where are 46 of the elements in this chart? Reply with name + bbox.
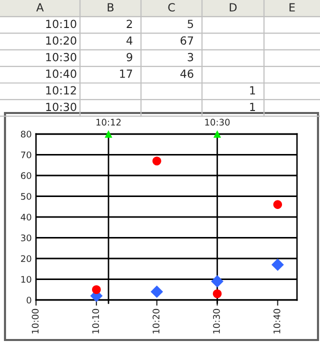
text: B bbox=[108, 3, 114, 12]
point bbox=[212, 289, 222, 298]
point bbox=[211, 275, 224, 288]
x-tick-label: 10:20 bbox=[152, 308, 160, 334]
text: E bbox=[290, 3, 295, 12]
ref-line-label: 10:30 bbox=[205, 118, 230, 126]
text: D bbox=[230, 3, 237, 12]
text: 46 bbox=[180, 70, 194, 78]
point bbox=[92, 285, 101, 294]
y-tick-label: 10 bbox=[21, 276, 32, 283]
y-tick-label: 70 bbox=[21, 151, 32, 158]
text: 5 bbox=[188, 20, 194, 28]
text: 17 bbox=[120, 70, 132, 78]
text: 10:40 bbox=[46, 70, 76, 78]
text: 67 bbox=[180, 36, 194, 45]
text: 10:12 bbox=[46, 86, 76, 95]
point bbox=[104, 130, 112, 138]
text: 10:20 bbox=[46, 36, 76, 45]
point bbox=[150, 285, 164, 298]
y-tick-label: 80 bbox=[20, 130, 32, 138]
point bbox=[273, 200, 282, 209]
x-tick-label: 10:30 bbox=[213, 308, 220, 334]
y-tick-label: 40 bbox=[20, 214, 32, 221]
text: 9 bbox=[126, 52, 132, 62]
text: 1 bbox=[250, 102, 255, 111]
x-tick-label: 10:00 bbox=[32, 308, 39, 334]
x-tick-label: 10:40 bbox=[273, 308, 280, 334]
point bbox=[271, 258, 284, 271]
y-tick-label: 30 bbox=[21, 234, 32, 242]
text: 10:30 bbox=[46, 102, 76, 112]
text: 10:10 bbox=[46, 20, 76, 28]
text: A bbox=[36, 3, 44, 12]
x-tick-label: 10:10 bbox=[92, 308, 100, 334]
y-tick-label: 50 bbox=[21, 192, 32, 200]
text: 4 bbox=[126, 36, 132, 45]
ref-line-label: 10:12 bbox=[96, 118, 121, 126]
text: 1 bbox=[250, 86, 255, 94]
text: 10:30 bbox=[46, 52, 76, 62]
text: C bbox=[168, 3, 175, 12]
y-tick-label: 60 bbox=[20, 172, 32, 180]
text: 3 bbox=[188, 52, 194, 62]
point bbox=[213, 130, 222, 138]
y-tick-label: 20 bbox=[21, 255, 32, 262]
y-tick-label: 0 bbox=[26, 296, 32, 304]
point bbox=[152, 156, 162, 166]
text: 2 bbox=[126, 20, 132, 28]
